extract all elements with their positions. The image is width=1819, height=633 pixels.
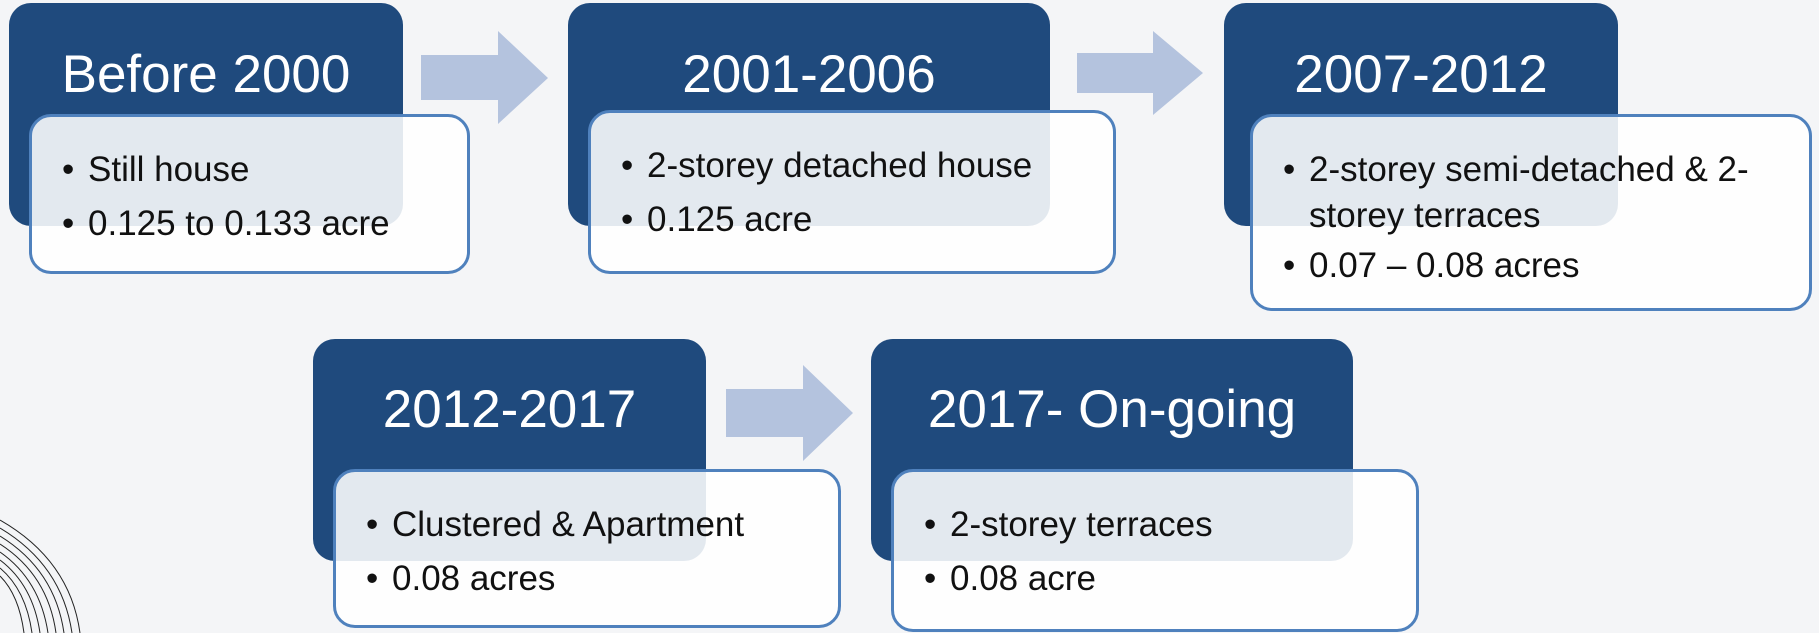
bullet: 2-storey detached house [621, 143, 1093, 189]
bullet: 0.125 to 0.133 acre [62, 201, 447, 247]
bullet: Still house [62, 147, 447, 193]
arrow [1077, 31, 1203, 115]
node-title: 2017- On-going [927, 380, 1297, 439]
node-title: 2012-2017 [382, 380, 637, 439]
node-card: Clustered & Apartment 0.08 acres [333, 469, 841, 628]
decor-lines [0, 519, 81, 633]
arrows [421, 31, 1203, 461]
node-title: 2001-2006 [682, 45, 936, 104]
node-card: 2-storey detached house 0.125 acre [588, 110, 1116, 274]
node-card: 2-storey semi-detached & 2-storey terrac… [1250, 114, 1812, 311]
arrow [421, 31, 548, 124]
node-card: Still house 0.125 to 0.133 acre [29, 114, 470, 274]
node-title: 2007-2012 [1294, 45, 1548, 104]
bullet: 0.08 acre [924, 556, 1396, 602]
bullet: 0.125 acre [621, 197, 1093, 243]
bullet: 2-storey semi-detached & 2-storey terrac… [1283, 147, 1749, 239]
bullet: 2-storey terraces [924, 502, 1396, 548]
bullet: Clustered & Apartment [366, 502, 818, 548]
arrow [726, 365, 853, 461]
node-card: 2-storey terraces 0.08 acre [891, 469, 1419, 632]
node-title: Before 2000 [61, 45, 351, 104]
bullet: 0.08 acres [366, 556, 818, 602]
bullet: 0.07 – 0.08 acres [1283, 243, 1749, 289]
